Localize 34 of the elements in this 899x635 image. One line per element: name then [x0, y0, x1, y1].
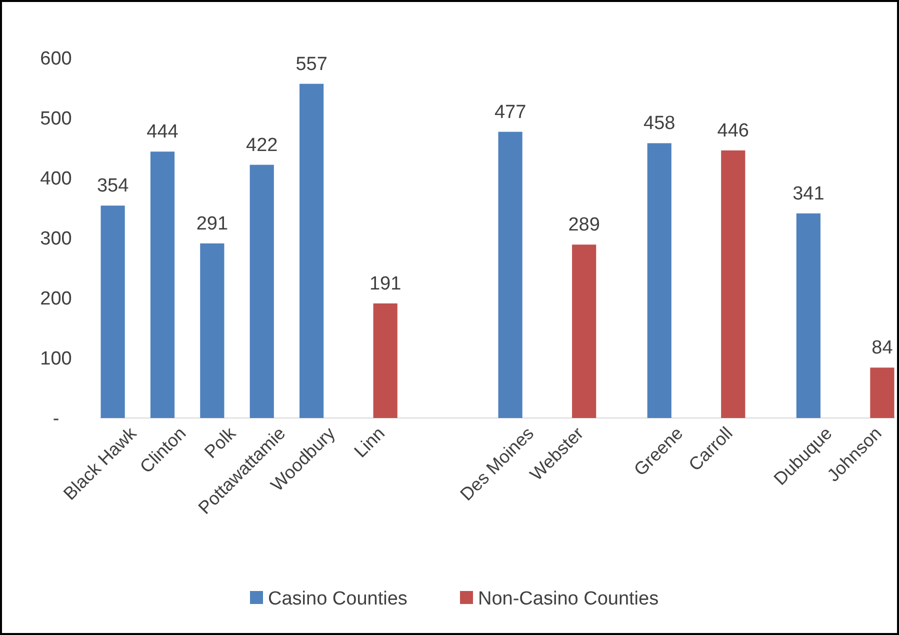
bar: [200, 243, 224, 418]
data-label: 354: [96, 176, 130, 197]
y-tick-label: 400: [40, 168, 72, 190]
bar: [373, 303, 398, 418]
y-tick-label: 300: [40, 228, 72, 250]
data-label: 477: [494, 102, 526, 123]
data-label: 458: [644, 113, 676, 134]
data-label: 84: [872, 338, 894, 359]
data-label: 422: [246, 134, 278, 156]
bar: [572, 244, 596, 418]
data-label: 446: [717, 120, 749, 142]
data-label: 341: [792, 183, 824, 204]
bar: [870, 368, 894, 418]
bar: [250, 164, 274, 418]
y-tick-label: 100: [40, 348, 72, 370]
x-tick-label: Linn: [350, 423, 389, 462]
bar: [647, 143, 672, 418]
y-tick-label: 200: [40, 288, 72, 310]
data-label: 557: [296, 54, 328, 75]
y-tick-label: 600: [40, 48, 72, 70]
legend-label: Non-Casino Counties: [478, 588, 659, 610]
bar: [796, 213, 820, 418]
bar: [498, 132, 522, 418]
y-tick-label: 500: [40, 108, 72, 130]
bar: [100, 206, 125, 418]
bar: [299, 84, 324, 418]
legend-label: Casino Counties: [268, 588, 408, 610]
data-label: 291: [196, 213, 228, 234]
bar: [721, 150, 746, 418]
bar: [150, 152, 175, 418]
data-label: 444: [146, 122, 179, 143]
data-label: 191: [369, 273, 402, 294]
data-label: 289: [568, 214, 600, 236]
y-tick-label: -: [52, 408, 60, 430]
